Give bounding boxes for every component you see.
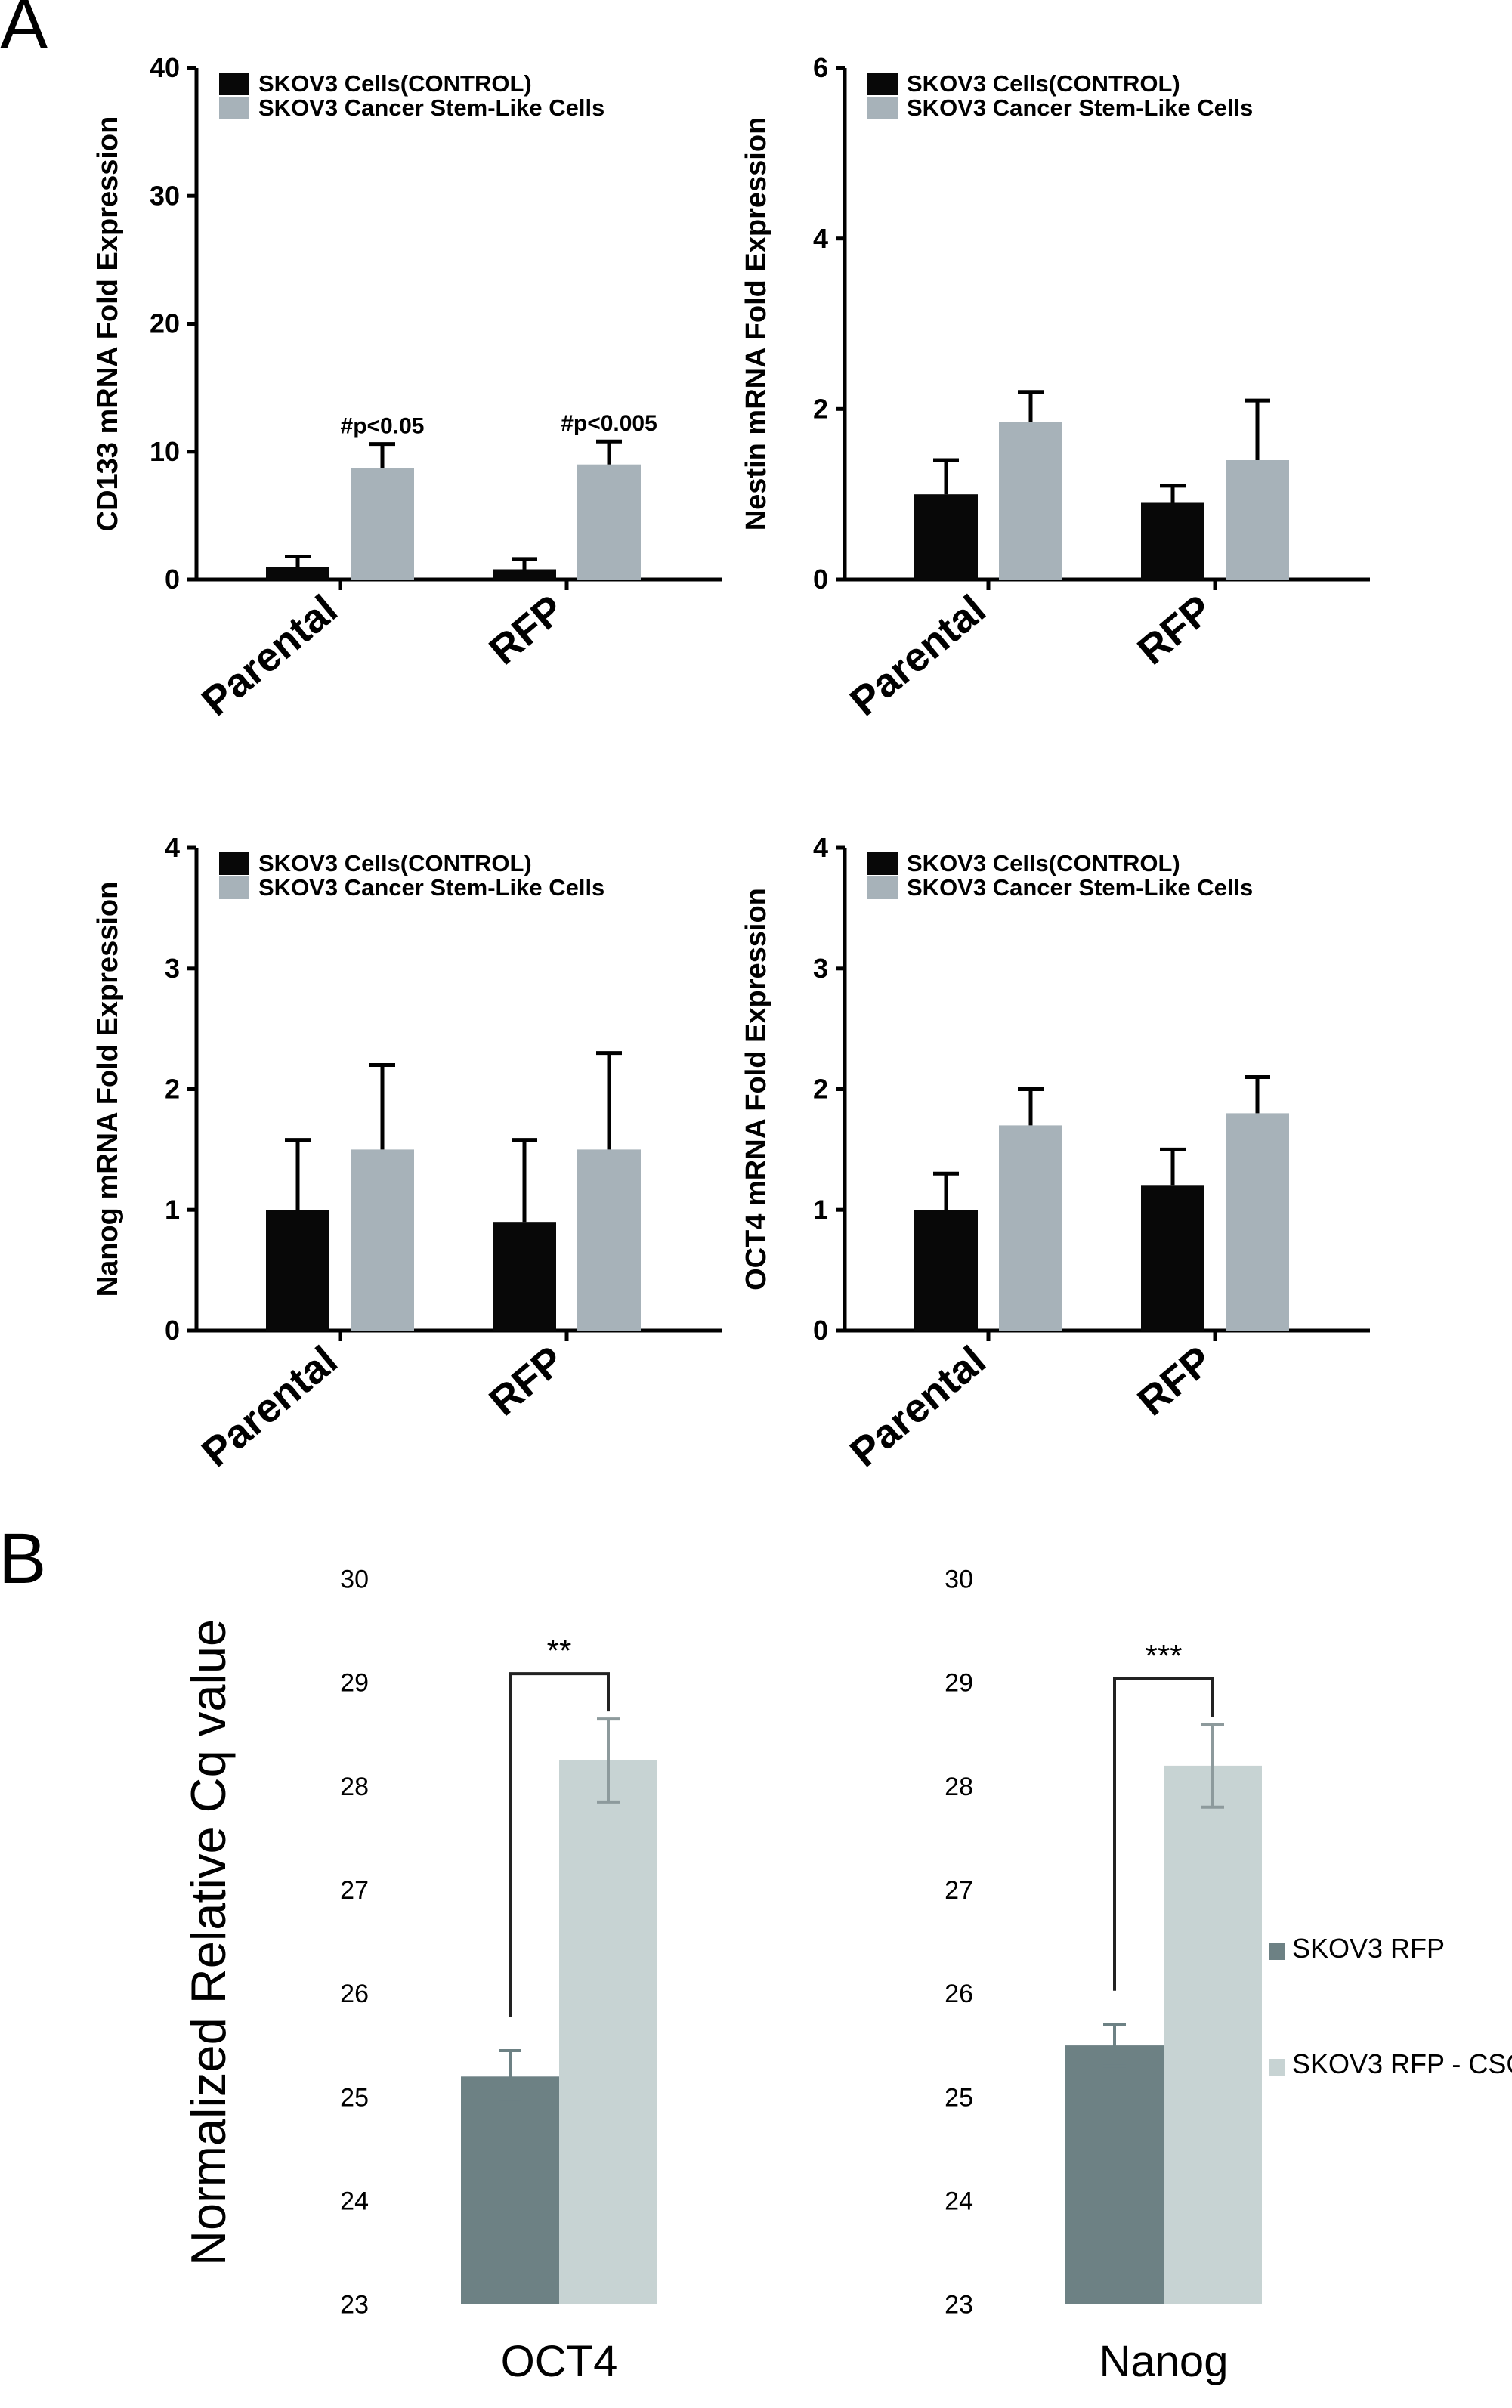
svg-text:25: 25: [340, 2083, 369, 2112]
svg-text:26: 26: [945, 1980, 973, 2008]
svg-text:26: 26: [340, 1980, 369, 2008]
svg-text:3: 3: [165, 953, 180, 984]
svg-text:30: 30: [340, 1566, 369, 1594]
svg-text:SKOV3 Cells(CONTROL): SKOV3 Cells(CONTROL): [907, 70, 1180, 97]
svg-text:2: 2: [165, 1074, 180, 1105]
svg-text:SKOV3 Cancer Stem-Like Cells: SKOV3 Cancer Stem-Like Cells: [258, 874, 604, 901]
svg-text:RFP: RFP: [481, 586, 572, 673]
svg-text:Parental: Parental: [193, 1337, 346, 1474]
svg-text:0: 0: [165, 1315, 180, 1346]
svg-text:0: 0: [813, 1315, 828, 1346]
svg-text:SKOV3 Cancer Stem-Like Cells: SKOV3 Cancer Stem-Like Cells: [258, 94, 604, 121]
svg-text:OCT4: OCT4: [501, 2337, 618, 2386]
svg-text:23: 23: [340, 2291, 369, 2320]
svg-text:Nanog: Nanog: [1099, 2337, 1229, 2386]
svg-text:29: 29: [340, 1669, 369, 1698]
svg-text:**: **: [547, 1633, 572, 1668]
svg-text:20: 20: [150, 308, 180, 339]
svg-text:2: 2: [813, 394, 828, 425]
svg-text:#p<0.005: #p<0.005: [561, 411, 657, 436]
svg-text:25: 25: [945, 2083, 973, 2112]
svg-text:24: 24: [945, 2187, 973, 2215]
svg-text:CD133 mRNA Fold Expression: CD133 mRNA Fold Expression: [92, 116, 124, 532]
svg-text:4: 4: [813, 223, 828, 254]
svg-text:27: 27: [340, 1876, 369, 1905]
svg-text:0: 0: [813, 564, 828, 595]
svg-text:30: 30: [945, 1566, 973, 1594]
svg-text:SKOV3 Cells(CONTROL): SKOV3 Cells(CONTROL): [907, 850, 1180, 876]
svg-text:Parental: Parental: [842, 586, 994, 723]
svg-text:Nanog mRNA Fold Expression: Nanog mRNA Fold Expression: [92, 882, 124, 1297]
svg-text:28: 28: [945, 1773, 973, 1801]
svg-text:1: 1: [165, 1195, 180, 1226]
svg-text:0: 0: [165, 564, 180, 595]
svg-text:28: 28: [340, 1773, 369, 1801]
svg-text:29: 29: [945, 1669, 973, 1698]
svg-text:3: 3: [813, 953, 828, 984]
svg-text:40: 40: [150, 52, 180, 83]
svg-text:1: 1: [813, 1195, 828, 1226]
svg-text:RFP: RFP: [1129, 586, 1220, 673]
svg-text:Parental: Parental: [193, 586, 346, 723]
svg-text:SKOV3 Cancer Stem-Like Cells: SKOV3 Cancer Stem-Like Cells: [907, 94, 1253, 121]
svg-text:SKOV3 Cells(CONTROL): SKOV3 Cells(CONTROL): [258, 850, 532, 876]
svg-text:SKOV3 Cells(CONTROL): SKOV3 Cells(CONTROL): [258, 70, 532, 97]
svg-text:SKOV3 Cancer Stem-Like Cells: SKOV3 Cancer Stem-Like Cells: [907, 874, 1253, 901]
svg-text:RFP: RFP: [481, 1337, 572, 1424]
svg-text:30: 30: [150, 181, 180, 212]
svg-text:***: ***: [1145, 1638, 1182, 1674]
svg-text:Parental: Parental: [842, 1337, 994, 1474]
svg-text:4: 4: [813, 832, 828, 863]
svg-text:2: 2: [813, 1074, 828, 1105]
svg-text:27: 27: [945, 1876, 973, 1905]
svg-text:24: 24: [340, 2187, 369, 2215]
svg-text:23: 23: [945, 2291, 973, 2320]
svg-text:6: 6: [813, 52, 828, 83]
svg-text:10: 10: [150, 436, 180, 467]
svg-text:OCT4 mRNA Fold Expression: OCT4 mRNA Fold Expression: [741, 888, 772, 1291]
svg-text:#p<0.05: #p<0.05: [341, 414, 425, 439]
svg-text:RFP: RFP: [1129, 1337, 1220, 1424]
svg-text:Nestin mRNA Fold Expression: Nestin mRNA Fold Expression: [741, 117, 772, 531]
svg-text:4: 4: [165, 832, 180, 863]
